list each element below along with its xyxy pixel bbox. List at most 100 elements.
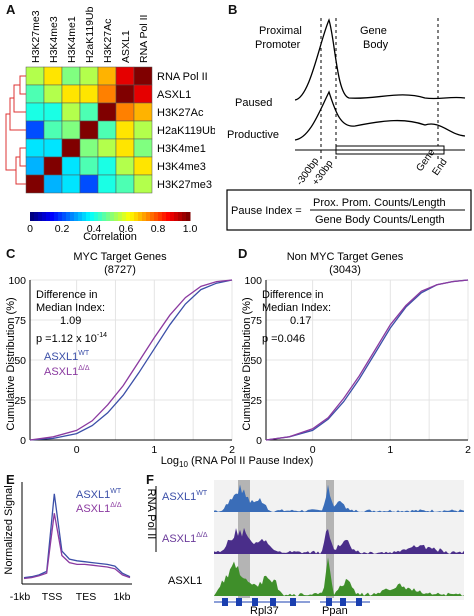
colorbar-segment bbox=[122, 212, 127, 221]
heatmap-cell bbox=[115, 66, 135, 86]
colorbar-tick-label: 0.2 bbox=[55, 223, 70, 235]
heatmap-cell bbox=[133, 174, 153, 194]
colorbar-segment bbox=[78, 212, 83, 221]
d-title: Non MYC Target Genes bbox=[287, 251, 404, 263]
d-diff-line1: Difference in bbox=[262, 289, 324, 301]
y-tick-label: 100 bbox=[244, 275, 262, 287]
heatmap-cell bbox=[97, 84, 117, 104]
f-gene-models bbox=[214, 598, 370, 606]
colorbar-segment bbox=[46, 212, 51, 221]
f-track-asxl1: ASXL1 bbox=[168, 575, 202, 587]
heatmap-cell bbox=[25, 156, 45, 176]
c-diff-line1: Difference in bbox=[36, 289, 98, 301]
heatmap-cell bbox=[79, 120, 99, 140]
heatmap-row-labels: RNA Pol II ASXL1 H3K27Ac H2aK119Ub H3K4me1 H3… bbox=[157, 71, 215, 191]
e-curves bbox=[23, 493, 131, 580]
heatmap-cell bbox=[79, 138, 99, 158]
heatmap-cell bbox=[97, 138, 117, 158]
e-xtick-label: TES bbox=[76, 591, 96, 603]
heatmap-cell bbox=[25, 66, 45, 86]
c-count: (8727) bbox=[104, 264, 136, 276]
colorbar-tick-label: 1.0 bbox=[183, 223, 198, 235]
c-ylabel: Cumulative Distribution (%) bbox=[5, 297, 17, 430]
panel-letter-a: A bbox=[6, 2, 16, 17]
signal-track bbox=[214, 484, 464, 512]
shared-xlabel: Log10 (RNA Pol II Pause Index) bbox=[161, 455, 314, 469]
colorbar-tick-label: 0.6 bbox=[119, 223, 134, 235]
heatmap-row-label: H2aK119Ub bbox=[157, 125, 215, 137]
formula-box bbox=[226, 189, 472, 231]
colorbar-segment bbox=[106, 212, 111, 221]
colorbar-segment bbox=[42, 212, 47, 221]
heatmap-cell bbox=[133, 84, 153, 104]
heatmap-cell bbox=[79, 66, 99, 86]
heatmap-cell bbox=[61, 156, 81, 176]
e-ylabel: Normalized Signal bbox=[3, 485, 15, 574]
colorbar-segment bbox=[170, 212, 175, 221]
heatmap-row-label: H3K4me1 bbox=[157, 143, 206, 155]
heatmap-cell bbox=[43, 102, 63, 122]
heatmap-cell bbox=[43, 66, 63, 86]
d-diff-line2: Median Index: bbox=[262, 302, 331, 314]
c-diff-line2: Median Index: bbox=[36, 302, 105, 314]
x-tick-label: 1 bbox=[387, 444, 393, 456]
colorbar-segment bbox=[146, 212, 151, 221]
colorbar-segment bbox=[34, 212, 39, 221]
heatmap-cell bbox=[115, 156, 135, 176]
heatmap-cell bbox=[61, 102, 81, 122]
cdf-series-line bbox=[29, 279, 233, 441]
heatmap-cell bbox=[97, 156, 117, 176]
heatmap-cell bbox=[133, 138, 153, 158]
heatmap-cell bbox=[61, 138, 81, 158]
signal-track bbox=[214, 527, 464, 554]
panel-letter-b: B bbox=[228, 2, 238, 17]
x-tick-label: 0 bbox=[74, 444, 80, 456]
colorbar-tick-label: 0 bbox=[27, 223, 33, 235]
e-xtick-label: TSS bbox=[42, 591, 62, 603]
signal-track bbox=[214, 557, 464, 596]
y-tick-label: 100 bbox=[8, 275, 26, 287]
heatmap-row-label: RNA Pol II bbox=[157, 71, 208, 83]
colorbar-segment bbox=[74, 212, 79, 221]
promoter-label: Promoter bbox=[255, 39, 301, 51]
f-track-wt: ASXL1WT bbox=[162, 490, 208, 503]
y-tick-label: 75 bbox=[14, 315, 26, 327]
colorbar-segment bbox=[54, 212, 59, 221]
heatmap-cell bbox=[25, 138, 45, 158]
heatmap-cell bbox=[25, 102, 45, 122]
panel-letter-c: C bbox=[6, 246, 16, 261]
y-tick-label: 0 bbox=[256, 435, 262, 447]
colorbar-segment bbox=[186, 212, 191, 221]
heatmap-cell bbox=[133, 120, 153, 140]
e-xtick-label: 1kb bbox=[114, 591, 131, 603]
heatmap-cell bbox=[97, 102, 117, 122]
y-tick-label: 50 bbox=[250, 355, 262, 367]
colorbar-segment bbox=[50, 212, 55, 221]
heatmap-cell bbox=[43, 138, 63, 158]
colorbar-segment bbox=[126, 212, 131, 221]
heatmap-cell bbox=[25, 120, 45, 140]
heatmap-cell bbox=[115, 84, 135, 104]
heatmap-cell bbox=[79, 174, 99, 194]
cdf-series-line bbox=[265, 279, 469, 441]
e-legend-mut: ASXL1Δ/Δ bbox=[76, 502, 122, 515]
heatmap-row-label: H3K27Ac bbox=[157, 107, 204, 119]
colorbar-segment bbox=[134, 212, 139, 221]
colorbar-tick-label: 0.4 bbox=[87, 223, 102, 235]
heatmap-cell bbox=[61, 84, 81, 104]
heatmap-cells bbox=[25, 66, 153, 194]
heatmap-cell bbox=[61, 120, 81, 140]
panel-letter-e: E bbox=[6, 472, 15, 487]
f-group-label: RNA Pol II bbox=[145, 489, 157, 540]
colorbar-segment bbox=[138, 212, 143, 221]
heatmap-cell bbox=[79, 102, 99, 122]
heatmap-cell bbox=[43, 156, 63, 176]
heatmap-cell bbox=[115, 120, 135, 140]
colorbar-segment bbox=[130, 212, 135, 221]
panel-e-metaplot: Normalized Signal ASXL1WT ASXL1Δ/Δ -1kb T… bbox=[3, 482, 132, 603]
heatmap-row-label: H3K27me3 bbox=[157, 179, 212, 191]
colorbar-segment bbox=[162, 212, 167, 221]
colorbar-segment bbox=[142, 212, 147, 221]
f-gene-ppan: Ppan bbox=[322, 605, 348, 616]
d-count: (3043) bbox=[329, 264, 361, 276]
